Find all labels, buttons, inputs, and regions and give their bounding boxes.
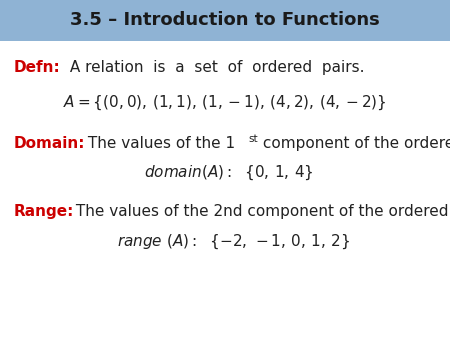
Text: Range:: Range: <box>14 204 74 219</box>
Text: Domain:: Domain: <box>14 136 85 151</box>
Text: The values of the 2nd component of the ordered pair.: The values of the 2nd component of the o… <box>71 204 450 219</box>
Text: A relation  is  a  set  of  ordered  pairs.: A relation is a set of ordered pairs. <box>65 60 365 75</box>
Text: $\mathit{range}\ (A){:}\ \ \{-2,\,-1,\,0,\,1,\,2\}$: $\mathit{range}\ (A){:}\ \ \{-2,\,-1,\,0… <box>117 233 350 251</box>
Text: $A = \{(0,0),\,(1,1),\,(1,-1),\,(4,2),\,(4,-2)\}$: $A = \{(0,0),\,(1,1),\,(1,-1),\,(4,2),\,… <box>63 94 387 112</box>
Text: 3.5 – Introduction to Functions: 3.5 – Introduction to Functions <box>70 11 380 29</box>
FancyBboxPatch shape <box>0 0 450 41</box>
Text: The values of the 1: The values of the 1 <box>83 136 235 151</box>
Text: Defn:: Defn: <box>14 60 60 75</box>
Text: component of the ordered pair.: component of the ordered pair. <box>258 136 450 151</box>
Text: $\mathit{domain}(A){:}\ \ \{0,\,1,\,4\}$: $\mathit{domain}(A){:}\ \ \{0,\,1,\,4\}$ <box>144 163 314 182</box>
Text: st: st <box>249 134 258 144</box>
